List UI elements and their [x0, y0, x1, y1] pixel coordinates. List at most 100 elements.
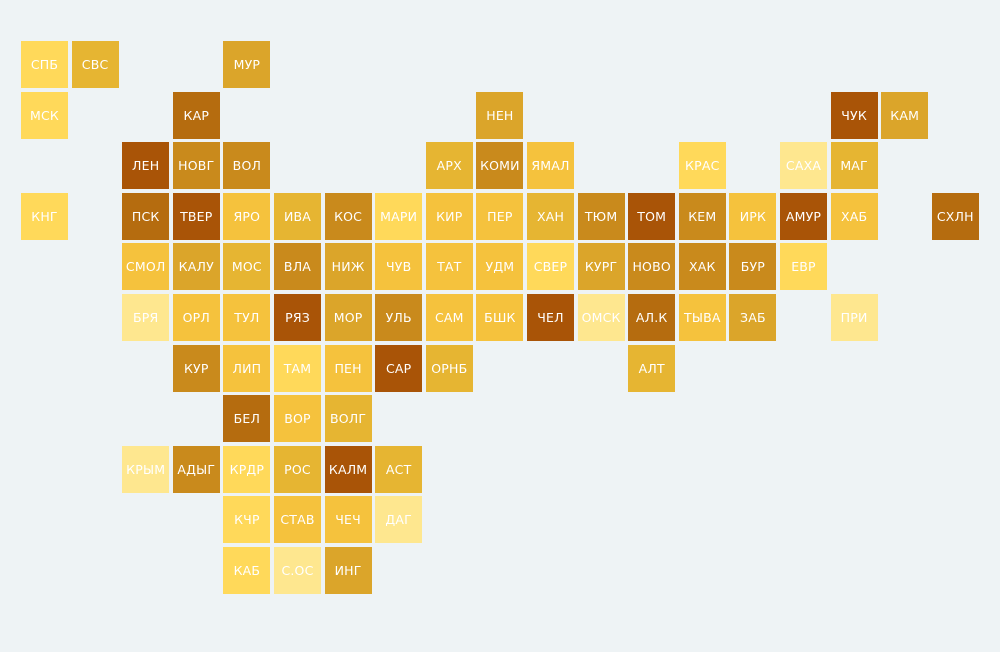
region-tile[interactable]: КАР: [172, 91, 220, 139]
region-tile[interactable]: ОРНБ: [425, 344, 473, 392]
region-tile[interactable]: МАГ: [830, 142, 878, 190]
region-tile[interactable]: ВОЛГ: [324, 395, 372, 443]
region-tile[interactable]: КЕМ: [678, 192, 726, 240]
region-tile[interactable]: КРАС: [678, 142, 726, 190]
region-tile[interactable]: ИНГ: [324, 547, 372, 594]
region-tile[interactable]: ХАБ: [830, 192, 878, 240]
region-tile[interactable]: КОС: [324, 192, 372, 240]
region-tile[interactable]: БШК: [476, 294, 524, 341]
region-tile[interactable]: АЛ.К: [628, 294, 676, 341]
region-tile[interactable]: ОМСК: [577, 294, 625, 341]
region-tile[interactable]: НОВГ: [172, 142, 220, 190]
region-tile[interactable]: АДЫГ: [172, 445, 220, 493]
region-label: ТВЕР: [180, 208, 213, 224]
region-tile[interactable]: КАЛМ: [324, 445, 372, 493]
region-tile[interactable]: КУР: [172, 344, 220, 392]
region-tile[interactable]: НИЖ: [324, 243, 372, 291]
region-tile[interactable]: ВОЛ: [223, 142, 271, 190]
region-tile[interactable]: С.ОС: [274, 547, 321, 594]
region-tile[interactable]: НЕН: [476, 91, 524, 139]
region-tile[interactable]: ЧЕЛ: [527, 294, 574, 341]
region-tile[interactable]: КОМИ: [476, 142, 524, 190]
region-label: ХАН: [536, 208, 565, 224]
region-label: ПЕН: [334, 360, 362, 376]
region-tile[interactable]: УЛЬ: [375, 294, 423, 341]
region-tile[interactable]: ИВА: [274, 192, 321, 240]
region-label: КРАС: [685, 158, 720, 174]
region-tile[interactable]: МУР: [223, 41, 271, 88]
region-tile[interactable]: ВОР: [274, 395, 321, 443]
region-tile[interactable]: КЧР: [223, 496, 271, 544]
region-tile[interactable]: КУРГ: [577, 243, 625, 291]
region-tile[interactable]: ПСК: [122, 192, 170, 240]
region-tile[interactable]: ХАК: [678, 243, 726, 291]
region-tile[interactable]: КИР: [425, 192, 473, 240]
region-tile[interactable]: ПЕН: [324, 344, 372, 392]
region-tile[interactable]: ДАГ: [375, 496, 423, 544]
region-tile[interactable]: ЯМАЛ: [527, 142, 574, 190]
region-label: ЧЕЛ: [537, 310, 564, 325]
region-tile[interactable]: СТАВ: [274, 496, 321, 544]
region-tile[interactable]: СМОЛ: [122, 243, 170, 291]
region-tile[interactable]: АСТ: [375, 445, 423, 493]
region-tile[interactable]: ТАТ: [425, 243, 473, 291]
region-tile[interactable]: САМ: [425, 294, 473, 341]
region-tile[interactable]: НОВО: [628, 243, 676, 291]
region-tile[interactable]: ИРК: [729, 192, 777, 240]
region-label: КЧР: [234, 512, 260, 528]
region-tile[interactable]: ОРЛ: [172, 294, 220, 341]
region-tile[interactable]: АМУР: [780, 192, 827, 240]
region-tile[interactable]: ЧУВ: [375, 243, 423, 291]
region-tile[interactable]: ТЫВА: [678, 294, 726, 341]
region-tile[interactable]: АРХ: [425, 142, 473, 190]
region-tile[interactable]: СПБ: [21, 41, 68, 88]
region-tile[interactable]: СВС: [71, 41, 119, 88]
region-tile[interactable]: ПРИ: [830, 294, 878, 341]
region-tile[interactable]: ТОМ: [628, 192, 676, 240]
region-tile[interactable]: КАБ: [223, 547, 271, 594]
region-tile[interactable]: ЧЕЧ: [324, 496, 372, 544]
region-tile[interactable]: ВЛА: [274, 243, 321, 291]
region-label: ЧЕЧ: [335, 512, 361, 528]
region-tile[interactable]: КРДР: [223, 445, 271, 493]
region-tile[interactable]: ТЮМ: [577, 192, 625, 240]
region-tile[interactable]: ЧУК: [830, 91, 878, 139]
region-tile[interactable]: КРЫМ: [122, 445, 170, 493]
region-tile[interactable]: КНГ: [21, 192, 68, 240]
region-tile[interactable]: ЕВР: [780, 243, 827, 291]
region-tile[interactable]: МСК: [21, 91, 68, 139]
region-tile[interactable]: САХА: [780, 142, 827, 190]
region-tile[interactable]: БУР: [729, 243, 777, 291]
region-tile[interactable]: АЛТ: [628, 344, 676, 392]
region-tile[interactable]: РЯЗ: [274, 294, 321, 341]
region-tile[interactable]: БЕЛ: [223, 395, 271, 443]
region-label: КАБ: [233, 563, 261, 578]
region-tile[interactable]: ЛЕН: [122, 142, 170, 190]
region-tile[interactable]: БРЯ: [122, 294, 170, 341]
region-tile[interactable]: КАМ: [881, 91, 929, 139]
region-label: ИРК: [739, 208, 767, 224]
region-label: БШК: [484, 310, 516, 325]
region-tile[interactable]: СХЛН: [931, 192, 979, 240]
region-label: КАЛМ: [328, 461, 368, 477]
region-label: КРДР: [229, 461, 265, 477]
region-tile[interactable]: УДМ: [476, 243, 524, 291]
region-tile[interactable]: ЯРО: [223, 192, 271, 240]
region-tile[interactable]: ТАМ: [274, 344, 321, 392]
region-tile[interactable]: ПЕР: [476, 192, 524, 240]
region-tile[interactable]: РОС: [274, 445, 321, 493]
region-tile[interactable]: МОР: [324, 294, 372, 341]
region-tile[interactable]: МАРИ: [375, 192, 423, 240]
region-tile[interactable]: ТУЛ: [223, 294, 271, 341]
region-tile[interactable]: ХАН: [527, 192, 574, 240]
region-tile[interactable]: ЛИП: [223, 344, 271, 392]
region-tile[interactable]: САР: [375, 344, 423, 392]
region-tile[interactable]: ЗАБ: [729, 294, 777, 341]
region-label: ОРНБ: [431, 360, 468, 376]
region-tile[interactable]: ТВЕР: [172, 192, 220, 240]
region-label: РЯЗ: [285, 310, 310, 325]
region-tile[interactable]: МОС: [223, 243, 271, 291]
region-tile[interactable]: СВЕР: [527, 243, 574, 291]
region-label: МОС: [231, 259, 262, 275]
region-tile[interactable]: КАЛУ: [172, 243, 220, 291]
